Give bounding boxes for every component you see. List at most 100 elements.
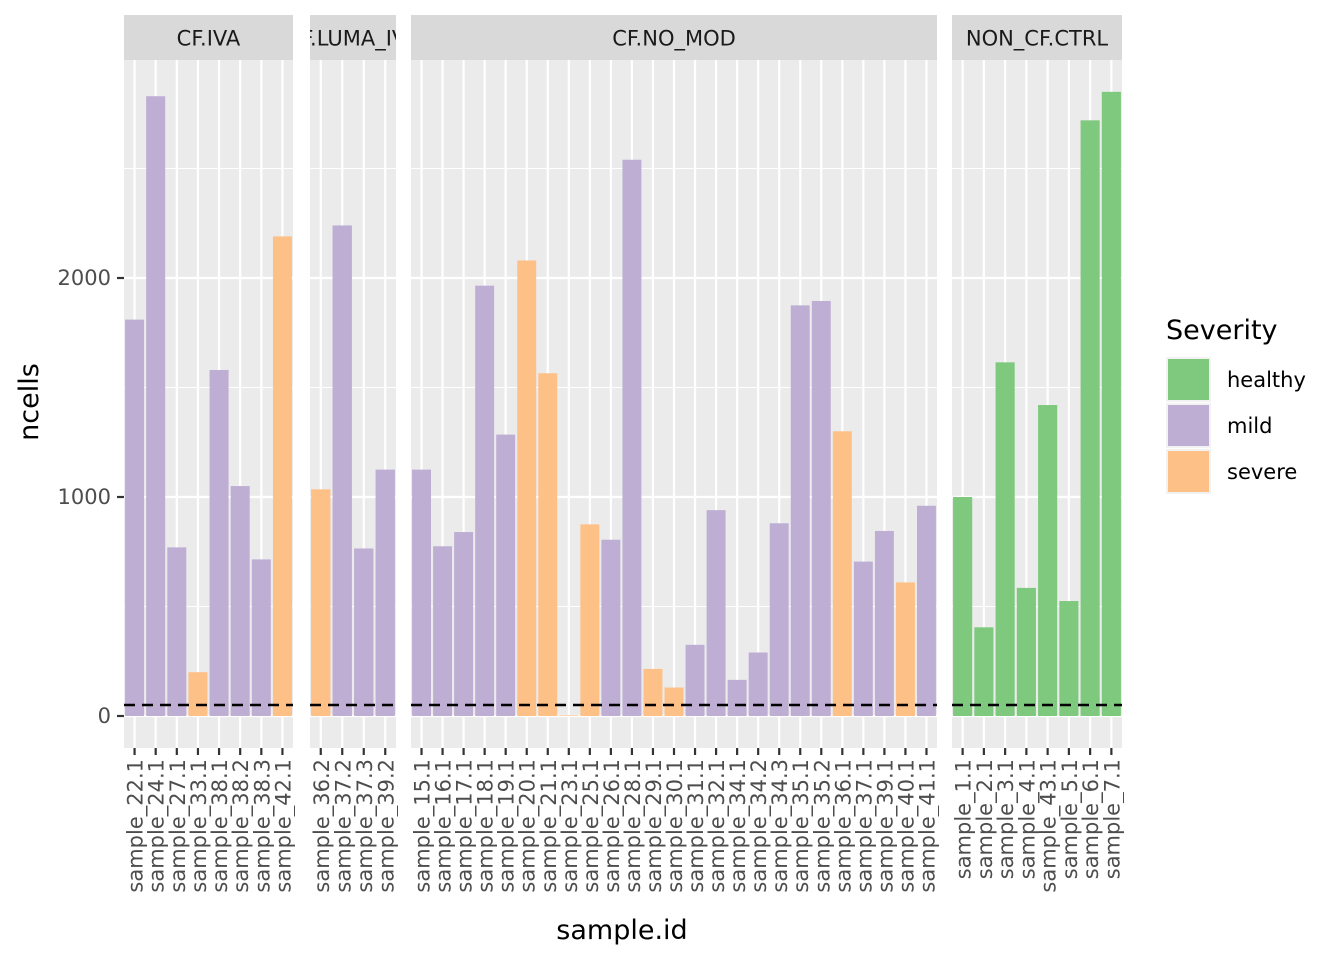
legend: Severity healthy mild severe [1166,315,1306,494]
x-tick-label: sample_21.1 [537,759,562,893]
bar [251,559,271,716]
x-tick-labels: sample_36.2sample_37.2sample_37.3sample_… [310,759,399,893]
bar [496,434,516,716]
bar [622,159,642,717]
bar [769,523,789,716]
x-tick-label: sample_23.1 [558,759,583,893]
x-tick-label: sample_37.3 [353,759,378,893]
x-tick-label: sample_34.1 [726,759,751,893]
legend-swatch [1168,405,1209,446]
x-tick-label: sample_36.2 [310,759,335,893]
x-tick-label: sample_33.1 [187,759,212,893]
bar [146,96,166,717]
x-tick-label: sample_41.1 [915,759,940,893]
x-tick-label: sample_2.1 [973,759,998,879]
bar [748,652,768,716]
bar [601,539,621,716]
bar [412,469,431,716]
x-tick-label: sample_3.1 [994,759,1019,879]
x-tick-label: sample_24.1 [145,759,170,893]
bar [188,672,208,716]
x-tick-label: sample_22.1 [124,759,149,893]
bar [1101,91,1121,717]
y-axis-title: ncells [14,363,45,441]
bar [790,305,810,716]
facet-panels: CF.IVA sample_22.1sample_24.1sample_27.1s… [124,15,1125,893]
bar [727,679,747,716]
x-tick-labels: sample_15.1sample_16.1sample_17.1sample_… [411,759,940,893]
facet-panel: CF.NO_MOD sample_15.1sample_16.1sample_17… [411,15,940,893]
x-tick-label: sample_37.1 [852,759,877,893]
bar [664,687,684,716]
bar [1016,587,1036,716]
bar [311,489,331,716]
bar [874,530,894,716]
bar [517,260,537,716]
x-tick-label: sample_15.1 [411,759,436,893]
x-tick-label: sample_30.1 [663,759,688,893]
facet-strip-label: CF.IVA [177,27,241,51]
x-tick-label: sample_19.1 [495,759,520,893]
x-tick-label: sample_39.1 [873,759,898,893]
x-tick-label: sample_7.1 [1100,759,1125,879]
bar [643,668,663,716]
bar [433,546,453,716]
bar [917,505,936,716]
x-tick-label: sample_28.1 [621,759,646,893]
x-tick-label: sample_25.1 [579,759,604,893]
facet-strip [952,15,1122,60]
x-tick-label: sample_20.1 [516,759,541,893]
x-tick-label: sample_39.2 [374,759,399,893]
bar [995,362,1015,716]
y-tick-label: 1000 [58,485,111,509]
facet-panel: CF.IVA sample_22.1sample_24.1sample_27.1s… [124,15,295,893]
bar [832,431,852,716]
bar [538,373,558,716]
bar [1080,120,1100,716]
legend-label: healthy [1227,368,1306,392]
x-tick-labels: sample_1.1sample_2.1sample_3.1sample_4.1… [952,759,1125,893]
x-tick-label: sample_38.3 [250,759,275,893]
facet-panel: NON_CF.CTRL sample_1.1sample_2.1sample_3.… [952,15,1125,893]
x-axis-title: sample.id [556,915,687,946]
bar [167,547,187,716]
facet-strip [124,15,293,60]
x-tick-label: sample_17.1 [453,759,478,893]
bar-series [953,91,1121,717]
bar [685,644,705,716]
bar [1038,405,1058,716]
x-tick-labels: sample_22.1sample_24.1sample_27.1sample_… [124,759,295,893]
y-tick-label: 0 [98,704,111,728]
x-tick-label: sample_34.3 [768,759,793,893]
bar [230,486,250,716]
facet-strip [411,15,937,60]
x-tick-label: sample_26.1 [600,759,625,893]
facet-strip-label: CF.NO_MOD [612,27,736,52]
bar [125,319,145,716]
bar [1059,601,1079,716]
bar-series [125,96,292,717]
x-tick-label: sample_34.2 [747,759,772,893]
bar-series [412,159,936,717]
legend-swatch [1168,451,1209,492]
y-tick-label: 2000 [58,266,111,290]
x-tick-label: sample_36.1 [831,759,856,893]
x-tick-label: sample_1.1 [952,759,977,879]
bar [209,369,229,716]
bar [332,225,352,716]
bar [811,300,831,716]
bar [895,582,915,716]
x-tick-label: sample_40.1 [894,759,919,893]
y-axis: 0 1000 2000 [58,266,124,728]
bar-series [311,225,395,716]
x-tick-label: sample_38.1 [208,759,233,893]
legend-label: mild [1227,414,1272,438]
x-tick-label: sample_6.1 [1079,759,1104,879]
bar [580,524,600,716]
facet-panel: CF.LUMA_IVAsample_36.2sample_37.2sample_… [310,15,399,893]
bar [853,561,873,716]
bar [706,510,726,716]
legend-label: severe [1227,460,1297,484]
x-tick-label: sample_18.1 [474,759,499,893]
